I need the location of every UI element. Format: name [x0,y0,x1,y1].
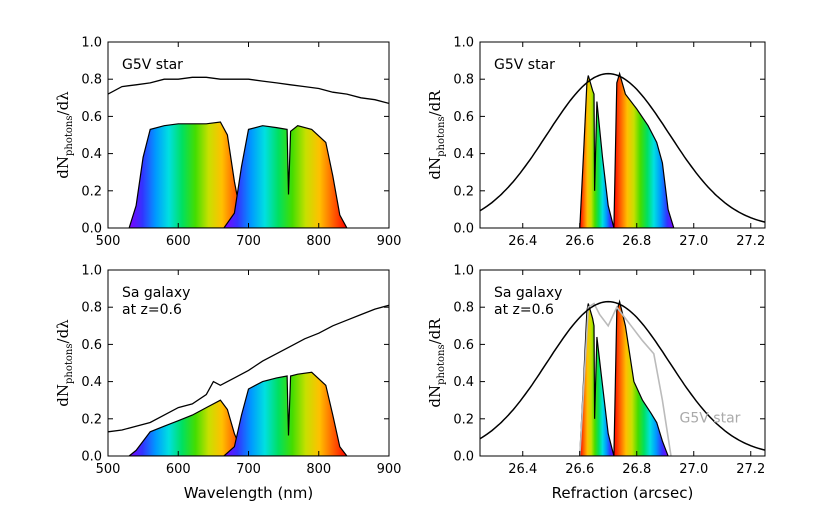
series-r-band-refraction [613,71,675,228]
y-tick-label: 0.8 [81,73,102,88]
panel-annotation: G5V star [494,57,555,73]
x-tick-label: 26.4 [508,234,537,249]
x-tick-label: 27.0 [679,462,708,477]
y-tick-label: 1.0 [81,264,102,279]
series-g5v-spectrum [108,76,389,105]
y-axis-label: dNphotons/dR [426,318,447,408]
plot-area [108,304,389,456]
series-psf [480,300,765,451]
y-tick-label: 1.0 [453,264,474,279]
panel-annotation: Sa galaxy [122,285,190,301]
series-i-filter [222,371,348,456]
y-tick-label: 0.2 [81,184,102,199]
axes-frame [479,269,766,457]
y-tick-label: 0.6 [81,338,102,353]
y-tick-label: 0.2 [453,412,474,427]
x-tick-label: 600 [166,462,191,477]
x-tick-label: 27.0 [679,234,708,249]
y-tick-label: 0.0 [81,222,102,237]
x-axis-label: Refraction (arcsec) [552,484,694,502]
plot-area [480,71,765,228]
y-axis-label: dNphotons/dλ [54,91,75,179]
x-tick-label: 600 [166,234,191,249]
y-tick-label: 0.2 [453,184,474,199]
axes-frame [479,41,766,229]
series-psf [480,72,765,223]
x-tick-label: 800 [306,234,331,249]
series-i-band-refraction [579,303,615,456]
x-axis-label: Wavelength (nm) [184,484,314,502]
panel-annotation: at z=0.6 [494,302,554,318]
y-tick-label: 0.0 [453,450,474,465]
y-tick-label: 0.4 [453,375,474,390]
y-tick-label: 0.0 [81,450,102,465]
y-tick-label: 0.8 [81,301,102,316]
panel-top-right: 26.4 26.6 26.8 27.0 27.2 0.0 0.2 0.4 0.6 0.8 1.0 G5… [426,36,766,249]
series-r-band-refraction [613,299,669,456]
g5v-star-annotation: G5V star [680,411,741,427]
y-axis-label: dNphotons/dR [426,90,447,180]
x-tick-label: 900 [377,234,402,249]
panel-annotation: Sa galaxy [494,285,562,301]
y-tick-label: 0.6 [453,338,474,353]
series-i-filter [223,125,348,228]
y-tick-label: 0.4 [453,147,474,162]
x-tick-label: 26.6 [565,462,594,477]
panel-annotation: at z=0.6 [122,302,182,318]
y-tick-label: 0.6 [453,110,474,125]
x-tick-label: 26.8 [622,234,651,249]
y-tick-label: 0.2 [81,412,102,427]
panel-bottom-right: 26.4 26.6 26.8 27.0 27.2 0.0 0.2 0.4 0.6 0.8 1.0 Sa… [426,264,766,502]
x-tick-label: 700 [236,234,261,249]
panel-annotation: G5V star [122,57,183,73]
x-tick-label: 27.2 [736,234,765,249]
y-tick-label: 1.0 [453,36,474,51]
panel-bottom-left: 500 600 700 800 900 0.0 0.2 0.4 0.6 0.8 1.0 Sa gala… [54,264,401,503]
y-tick-label: 0.0 [453,222,474,237]
x-tick-label: 900 [377,462,402,477]
x-tick-label: 800 [306,462,331,477]
x-tick-label: 26.8 [622,462,651,477]
x-tick-label: 26.4 [508,462,537,477]
y-tick-label: 0.4 [81,147,102,162]
x-tick-label: 500 [96,234,121,249]
y-tick-label: 0.8 [453,301,474,316]
panel-top-left: 500 600 700 800 900 0.0 0.2 0.4 0.6 0.8 1.0 G5V sta… [54,36,401,250]
y-tick-label: 0.8 [453,73,474,88]
series-sa-galaxy-spectrum [108,304,389,433]
y-tick-label: 0.4 [81,375,102,390]
plot-area [108,76,389,228]
x-tick-label: 26.6 [565,234,594,249]
series-r-filter [128,399,250,456]
x-tick-label: 700 [236,462,261,477]
series-g5v-star-reference [579,302,672,456]
x-tick-label: 500 [96,462,121,477]
series-i-band-refraction [579,75,615,228]
y-axis-label: dNphotons/dλ [54,319,75,407]
x-tick-label: 27.2 [736,462,765,477]
y-tick-label: 1.0 [81,36,102,51]
plot-area [480,299,765,456]
series-r-filter [128,121,250,228]
y-tick-label: 0.6 [81,110,102,125]
